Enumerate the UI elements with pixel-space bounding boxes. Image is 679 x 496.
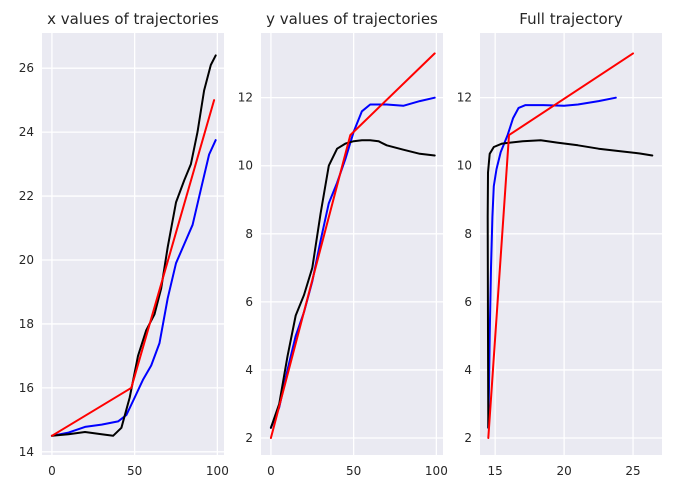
- x-tick-label: 100: [425, 464, 448, 478]
- y-tick-label: 4: [245, 363, 253, 377]
- y-tick-label: 18: [19, 317, 34, 331]
- x-tick-label: 20: [556, 464, 571, 478]
- plot-area: [42, 33, 224, 455]
- x-tick-label: 50: [127, 464, 142, 478]
- x-tick-label: 0: [48, 464, 56, 478]
- plot-area: [480, 33, 662, 455]
- x-tick-label: 0: [267, 464, 275, 478]
- y-tick-label: 12: [457, 91, 472, 105]
- series-line-2: [50, 54, 217, 437]
- y-tick-label: 8: [464, 227, 472, 241]
- series-line-3: [487, 52, 634, 439]
- y-tick-label: 26: [19, 61, 34, 75]
- series-line-2: [486, 139, 654, 429]
- y-tick-label: 20: [19, 253, 34, 267]
- subplot-title: Full trajectory: [519, 10, 623, 28]
- subplot-2: 0 50 100 2 4 6 8 10 12 y values of trajectories: [238, 10, 448, 478]
- y-tick-label: 6: [245, 295, 253, 309]
- series-line-2: [269, 139, 436, 429]
- y-tick-label: 8: [245, 227, 253, 241]
- subplot-title: x values of trajectories: [47, 10, 219, 28]
- x-tick-label: 100: [206, 464, 229, 478]
- y-tick-label: 4: [464, 363, 472, 377]
- y-tick-label: 14: [19, 445, 34, 459]
- y-tick-label: 16: [19, 381, 34, 395]
- y-tick-label: 24: [19, 125, 34, 139]
- y-tick-label: 6: [464, 295, 472, 309]
- y-tick-label: 10: [457, 159, 472, 173]
- subplot-1: 0 50 100 14 16 18 20 22 24 26 x values of trajecto…: [19, 10, 229, 478]
- series-line-1: [50, 139, 217, 437]
- y-tick-label: 12: [238, 91, 253, 105]
- series-line-3: [269, 52, 436, 439]
- y-tick-label: 2: [464, 431, 472, 445]
- y-tick-label: 10: [238, 159, 253, 173]
- x-tick-label: 15: [488, 464, 503, 478]
- series-line-3: [50, 99, 216, 437]
- plot-area: [261, 33, 443, 455]
- subplot-3: 15 20 25 2 4 6 8 10 12 Full trajectory: [457, 10, 662, 478]
- x-tick-label: 25: [625, 464, 640, 478]
- subplot-title: y values of trajectories: [266, 10, 438, 28]
- y-tick-label: 2: [245, 431, 253, 445]
- series-line-1: [487, 96, 617, 429]
- y-tick-label: 22: [19, 189, 34, 203]
- x-tick-label: 50: [346, 464, 361, 478]
